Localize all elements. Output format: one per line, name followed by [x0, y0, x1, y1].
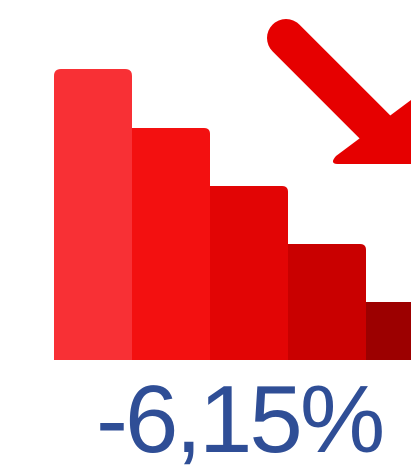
bar-3: [210, 186, 288, 360]
bar-1: [54, 69, 132, 360]
down-right-arrow-icon: [267, 19, 411, 164]
bar-4: [288, 244, 366, 360]
bar-2: [132, 128, 210, 360]
bars: [54, 69, 411, 360]
percentage-change-value: -6,15%: [96, 370, 385, 470]
bar-5: [366, 302, 411, 360]
arrow-head: [332, 100, 411, 164]
arrow-shaft: [267, 19, 399, 151]
